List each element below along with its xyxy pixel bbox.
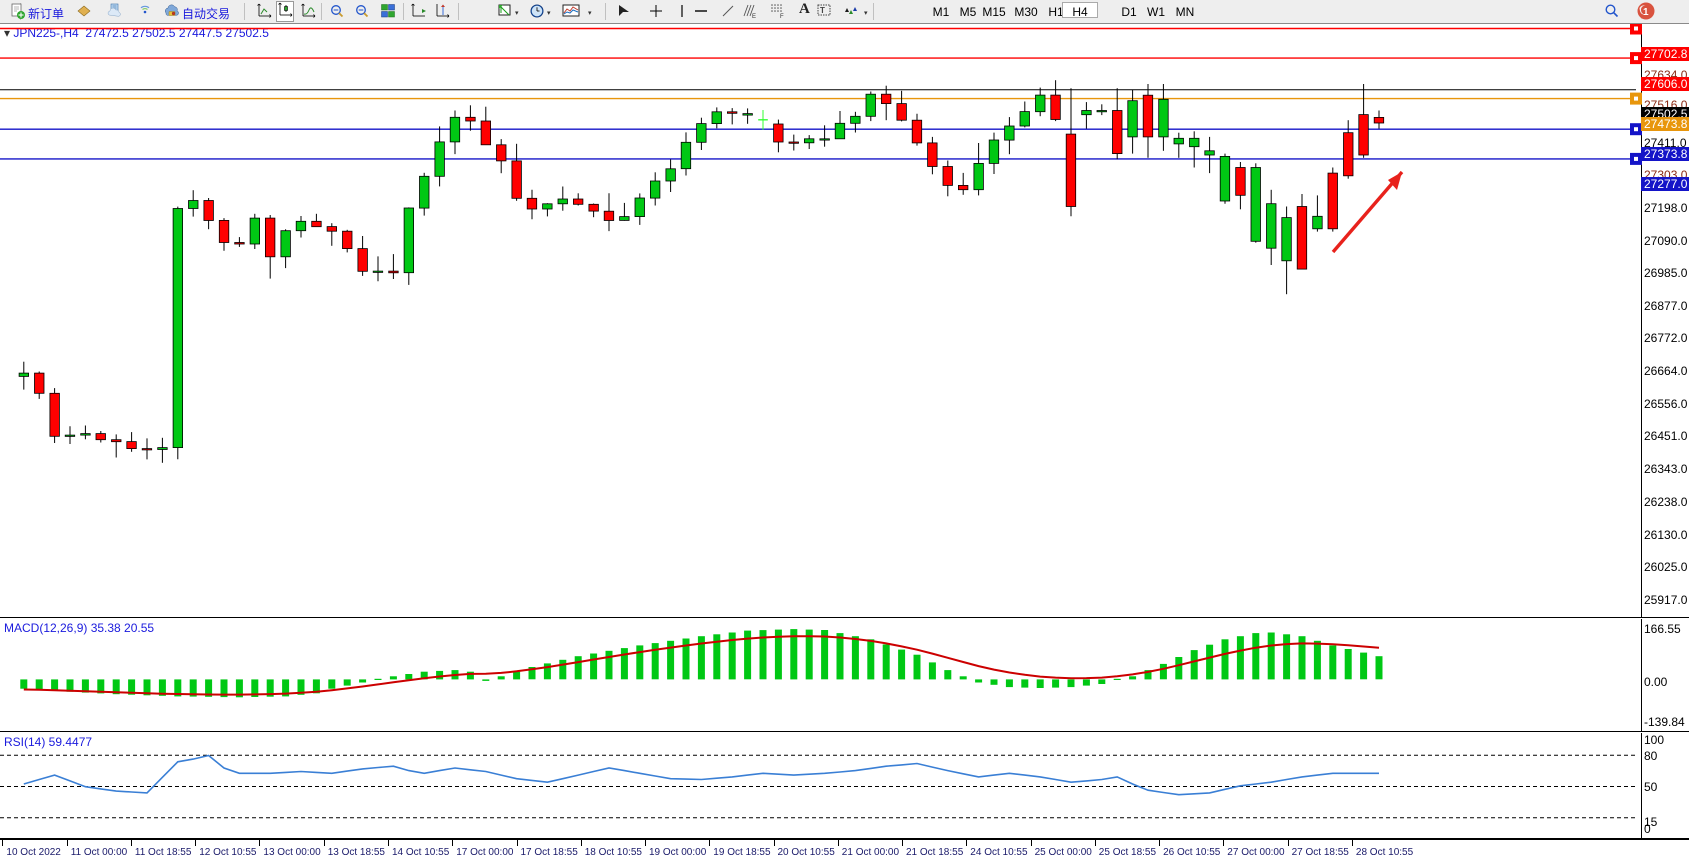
svg-text:E: E	[752, 14, 756, 19]
svg-text:T: T	[820, 6, 825, 15]
svg-text:1: 1	[1643, 7, 1649, 18]
svg-text:F: F	[780, 14, 784, 19]
